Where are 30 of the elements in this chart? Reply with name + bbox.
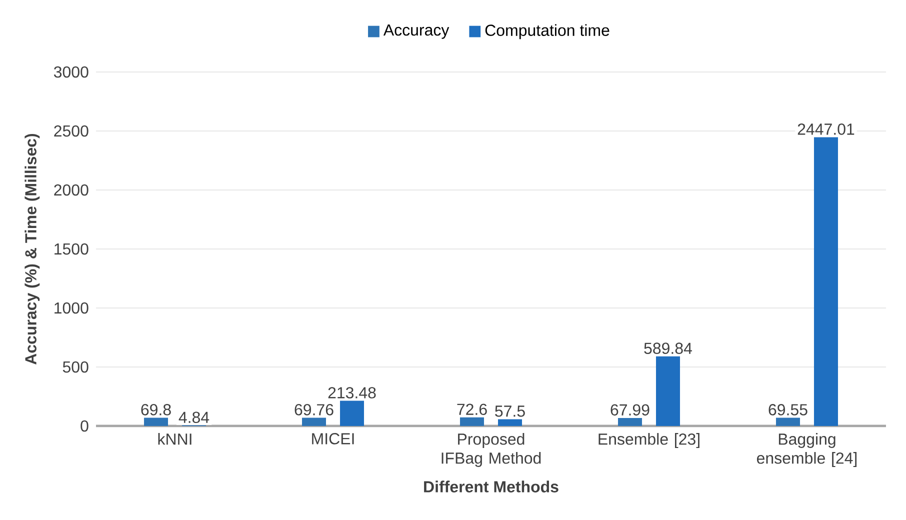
y-tick-label: 1500 (54, 243, 88, 255)
data-label: 72.6 (457, 404, 487, 416)
data-label: 4.84 (178, 412, 210, 424)
y-tick-label: 3000 (54, 66, 88, 78)
data-label: 589.84 (644, 342, 692, 354)
data-label: 69.55 (768, 404, 808, 416)
x-axis-title: Different Methods (424, 480, 558, 492)
x-tick-label: kNNI (158, 433, 192, 445)
data-label: 69.76 (294, 404, 334, 416)
data-label: 213.48 (328, 387, 376, 398)
bar (776, 418, 800, 426)
x-tick-label: MICEI (312, 433, 354, 444)
data-label: 2447.01 (798, 124, 854, 135)
x-tick-label: Ensemble [23] (598, 433, 700, 448)
x-tick-label: Proposed IFBag Method (442, 433, 541, 467)
y-tick-label: 1000 (54, 302, 88, 314)
bar (302, 418, 326, 426)
bar (814, 137, 838, 426)
bar (618, 418, 642, 426)
legend-label: Accuracy (383, 24, 450, 39)
y-tick-label: 2000 (54, 184, 88, 196)
data-label: 67.99 (610, 404, 650, 416)
y-axis-title: Accuracy (%) & Time (Millisec) (24, 134, 40, 364)
data-label: 57.5 (495, 406, 525, 417)
y-tick-label: 0 (80, 420, 88, 432)
y-tick-label: 2500 (54, 125, 88, 137)
y-tick-label: 500 (62, 361, 88, 373)
data-label: 69.8 (141, 404, 171, 416)
x-tick-label: Bagging ensemble [24] (756, 433, 857, 467)
legend-label: Computation time (485, 24, 610, 40)
